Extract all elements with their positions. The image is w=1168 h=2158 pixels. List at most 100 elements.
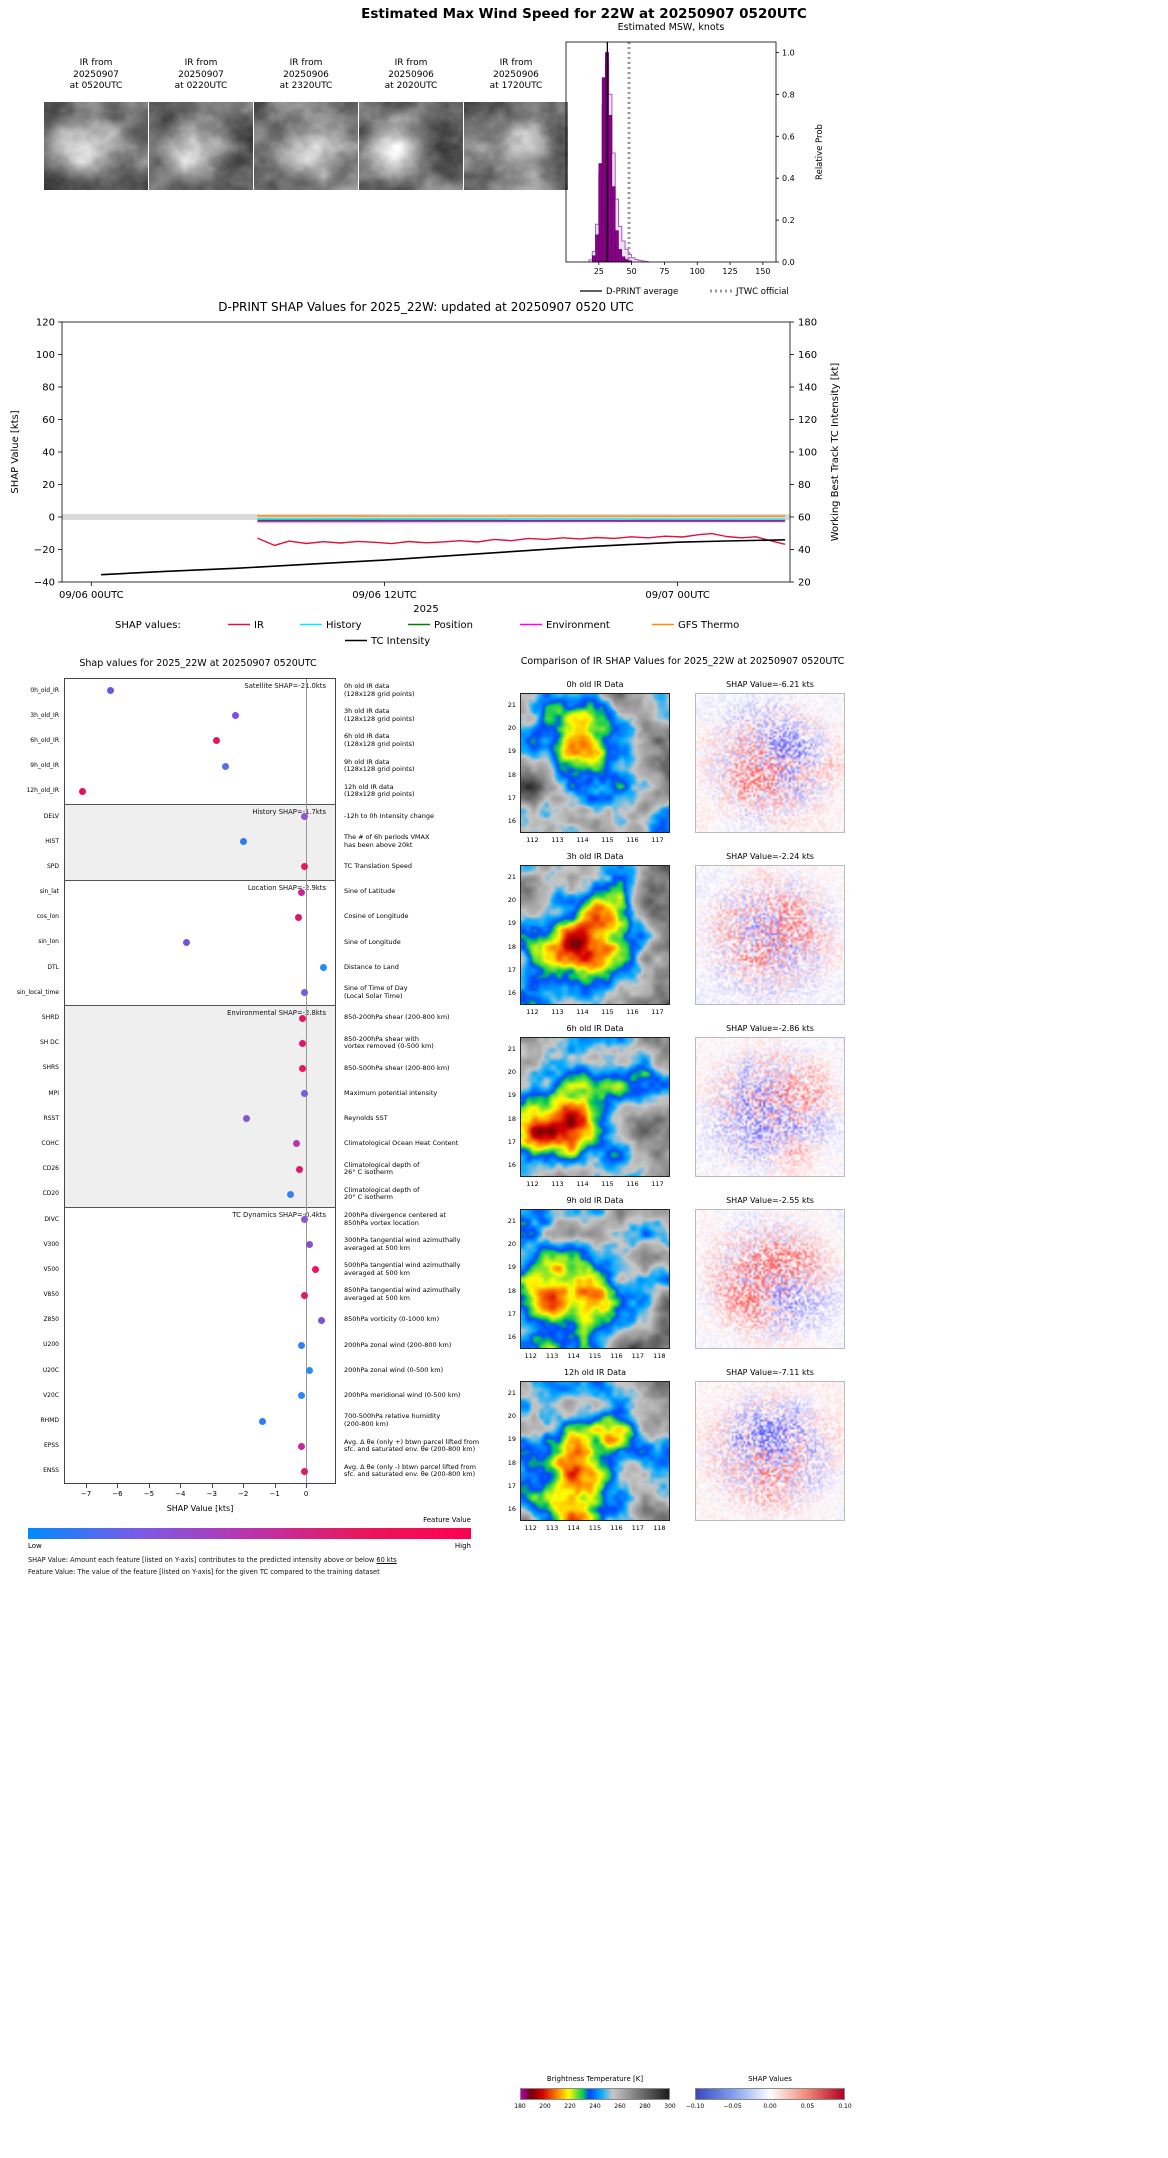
lat-tick-label: 17 <box>507 1310 516 1318</box>
x-tick-label: 09/06 12UTC <box>352 590 417 601</box>
x-tick-label: −1 <box>269 1490 280 1498</box>
timeseries-title: D-PRINT SHAP Values for 2025_22W: update… <box>218 300 634 314</box>
group-separator <box>64 803 336 805</box>
lat-tick-label: 16 <box>507 817 516 826</box>
lon-tick-label: 114 <box>567 1524 580 1532</box>
histogram-bar <box>601 77 606 263</box>
ir-thumbnail: IR from 20250906 at 2020UTC <box>359 58 463 190</box>
colorbar-label: Feature Value <box>423 1516 471 1524</box>
lon-tick-label: 113 <box>551 836 564 844</box>
feature-label: cos_lon <box>36 913 59 921</box>
feature-dot <box>319 964 327 972</box>
lon-tick-label: 116 <box>626 836 639 844</box>
lon-tick-label: 118 <box>653 1524 666 1532</box>
ir-shap-comparison-panel: Comparison of IR SHAP Values for 2025_22… <box>480 648 1168 2148</box>
feature-plot-title: Shap values for 2025_22W at 20250907 052… <box>79 658 317 669</box>
feature-label: SPD <box>46 862 59 870</box>
lon-tick-label: 114 <box>576 1008 589 1016</box>
colorbar-tick-label: 0.05 <box>800 2103 815 2110</box>
left-y-tick: 80 <box>42 383 55 394</box>
right-y-tick: 20 <box>798 578 811 589</box>
feature-dot <box>305 1367 313 1375</box>
lat-tick-label: 17 <box>507 966 516 974</box>
ir-map-canvas <box>520 693 670 833</box>
x-tick-mark <box>274 1484 276 1488</box>
lon-tick-label: 117 <box>651 1180 664 1188</box>
histogram-x-tick: 125 <box>722 267 737 276</box>
shap-map-title: SHAP Value=-2.55 kts <box>726 1196 814 1205</box>
feature-description: 850-200hPa shear (200-800 km) <box>344 1013 450 1022</box>
histogram-x-tick: 25 <box>594 267 604 276</box>
shap-map-title: SHAP Value=-2.24 kts <box>726 852 814 861</box>
feature-description: 850hPa tangential wind azimuthally avera… <box>344 1286 461 1303</box>
lat-tick-label: 21 <box>507 1388 516 1397</box>
legend-jtwc-label: JTWC official <box>735 287 789 297</box>
feature-description: 300hPa tangential wind azimuthally avera… <box>344 1236 461 1252</box>
feature-dot <box>301 1216 309 1224</box>
legend-label-5: TC Intensity <box>370 636 430 647</box>
feature-description: Climatological depth of 20° C isotherm <box>344 1185 420 1202</box>
shap-map-title: SHAP Value=-7.11 kts <box>726 1368 814 1377</box>
legend-prefix: SHAP values: <box>115 620 181 631</box>
feature-label: COHC <box>41 1139 59 1147</box>
x-tick-label: −5 <box>143 1490 155 1498</box>
histogram-bar <box>592 255 596 263</box>
colorbar-tick-label: 0.00 <box>763 2103 777 2110</box>
lon-tick-label: 115 <box>601 1008 614 1016</box>
x-tick-mark <box>148 1484 150 1488</box>
feature-description: 3h old IR data (128x128 grid points) <box>344 707 415 723</box>
feature-dot <box>232 712 240 720</box>
feature-description: 700-500hPa relative humidity (200-800 km… <box>344 1412 441 1429</box>
shap-map-canvas <box>695 693 845 833</box>
histogram-bar <box>611 186 616 263</box>
feature-label: sin_lon <box>38 938 59 946</box>
feature-description: Sine of Longitude <box>344 937 401 946</box>
lat-tick-label: 18 <box>507 1114 516 1123</box>
feature-description: 850hPa vorticity (0-1000 km) <box>344 1315 440 1324</box>
feature-dot <box>299 1064 307 1072</box>
lat-tick-label: 21 <box>507 1216 516 1225</box>
lat-tick-label: 21 <box>507 700 516 709</box>
x-tick-mark <box>180 1484 182 1488</box>
x-axis-label: SHAP Value [kts] <box>166 1504 234 1513</box>
right-y-tick: 60 <box>798 513 811 524</box>
feature-description: Sine of Latitude <box>344 887 396 896</box>
feature-label: sin_local_time <box>16 988 59 996</box>
ir-thumbnail-label: IR from 20250906 at 2020UTC <box>384 58 438 92</box>
plot-frame <box>64 678 336 1484</box>
lat-tick-label: 21 <box>507 1044 516 1053</box>
x-tick-mark <box>117 1484 119 1488</box>
right-y-tick: 160 <box>798 350 817 361</box>
ir-map-canvas <box>520 1037 670 1177</box>
feature-label: V500 <box>43 1265 59 1273</box>
colorbar-title: Brightness Temperature [K] <box>546 2075 644 2083</box>
feature-label: HIST <box>45 837 59 845</box>
lat-tick-label: 20 <box>507 896 516 904</box>
footnote-shap: SHAP Value: Amount each feature [listed … <box>28 1556 490 1564</box>
series-tc-intensity <box>101 539 786 576</box>
feature-label: sin_lat <box>39 888 59 896</box>
left-y-tick: −20 <box>34 545 55 556</box>
lat-tick-label: 18 <box>507 942 516 951</box>
feature-dot <box>312 1266 320 1274</box>
feature-dot <box>79 787 87 795</box>
colorbar-tick-label: 280 <box>639 2103 651 2110</box>
lat-tick-label: 16 <box>507 989 516 998</box>
lon-tick-label: 117 <box>631 1524 645 1532</box>
lon-tick-label: 112 <box>524 1352 537 1360</box>
feature-label: RSST <box>43 1114 59 1122</box>
colorbar-tick-label: 260 <box>614 2103 626 2110</box>
feature-description: 200hPa meridional wind (0-500 km) <box>344 1391 461 1400</box>
ir-thumbnail-image <box>464 102 568 190</box>
lon-tick-label: 116 <box>610 1352 623 1360</box>
feature-dot <box>296 1165 304 1173</box>
figure-title: Estimated Max Wind Speed for 22W at 2025… <box>361 6 807 22</box>
histogram-bar <box>621 256 626 263</box>
lat-tick-label: 17 <box>507 1482 516 1490</box>
legend-label-1: History <box>326 620 362 631</box>
ir-thumbnail-label: IR from 20250907 at 0520UTC <box>69 58 123 92</box>
feature-label: SH DC <box>39 1039 59 1047</box>
feature-label: CD20 <box>42 1190 59 1198</box>
lat-tick-label: 18 <box>507 770 516 779</box>
shap-map-canvas <box>695 865 845 1005</box>
